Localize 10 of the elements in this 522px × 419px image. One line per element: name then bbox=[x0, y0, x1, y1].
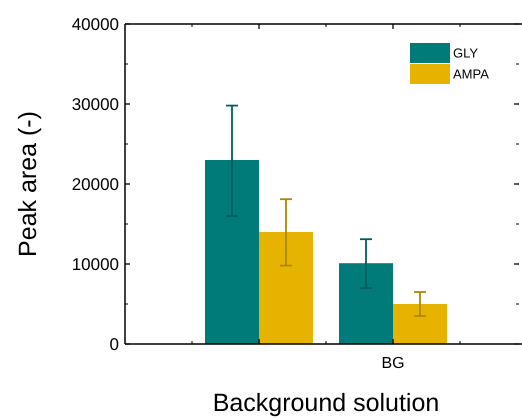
y-tick-label: 20000 bbox=[72, 174, 119, 194]
legend-label: GLY bbox=[453, 46, 478, 61]
legend-label: AMPA bbox=[453, 66, 490, 82]
y-tick-label: 10000 bbox=[72, 254, 119, 274]
y-tick-label: 40000 bbox=[72, 14, 119, 34]
y-axis-title: Peak area (-) bbox=[14, 111, 42, 257]
y-tick-label: 30000 bbox=[72, 94, 119, 114]
x-tick-label: BG bbox=[381, 355, 405, 372]
x-axis-title: Background solution bbox=[212, 389, 440, 417]
y-tick-label: 0 bbox=[110, 334, 119, 354]
